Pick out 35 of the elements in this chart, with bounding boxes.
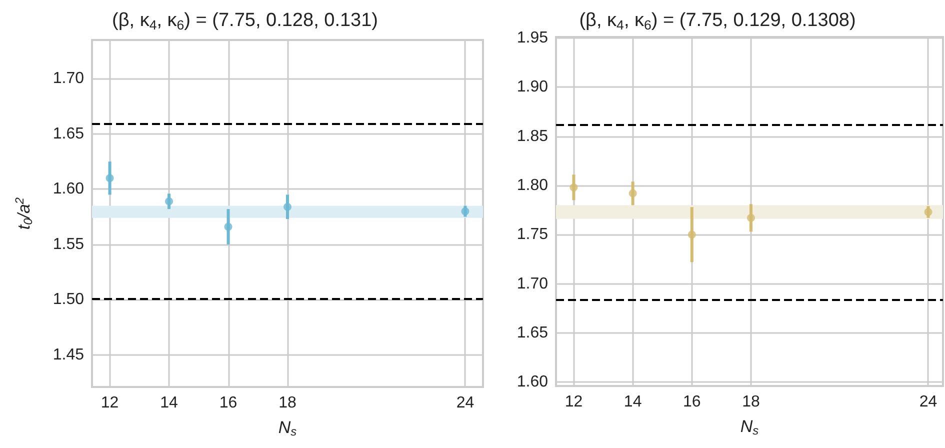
y-tick-label: 1.45: [52, 346, 84, 364]
point: [688, 230, 696, 239]
x-tick-label: 18: [278, 394, 296, 412]
x-tick-label: 14: [624, 394, 642, 410]
x-tick-label: 24: [456, 394, 474, 412]
x-tick-label: 24: [919, 394, 938, 410]
y-tick-label: 1.65: [516, 324, 548, 342]
point: [106, 174, 114, 182]
point: [165, 197, 174, 206]
x-tick-label: 16: [219, 394, 238, 412]
point: [224, 222, 232, 231]
point: [461, 207, 470, 216]
y-tick-label: 1.60: [516, 374, 548, 391]
y-tick-label: 1.75: [516, 226, 548, 244]
x-tick-label: 12: [564, 394, 583, 410]
y-tick-label: 1.55: [52, 236, 84, 253]
y-tick-label: 1.85: [516, 128, 548, 145]
point: [924, 208, 932, 216]
point: [570, 183, 578, 192]
y-tick-label: 1.90: [516, 78, 548, 96]
point: [284, 202, 292, 211]
x-tick-label: 12: [100, 394, 119, 412]
x-tick-label: 16: [682, 394, 701, 410]
y-tick-label: 1.80: [516, 176, 548, 194]
x-tick-label: 14: [160, 394, 178, 412]
y-tick-label: 1.50: [52, 291, 84, 308]
x-tick-label: 18: [742, 394, 760, 410]
y-tick-label: 1.65: [52, 125, 84, 142]
point: [746, 214, 755, 222]
y-tick-label: 1.70: [516, 275, 548, 292]
y-tick-label: 1.60: [52, 180, 84, 198]
point: [628, 189, 637, 198]
y-tick-label: 1.70: [52, 70, 84, 88]
y-tick-label: 1.95: [516, 29, 548, 46]
y-axis-title: t0/a2: [12, 197, 35, 230]
